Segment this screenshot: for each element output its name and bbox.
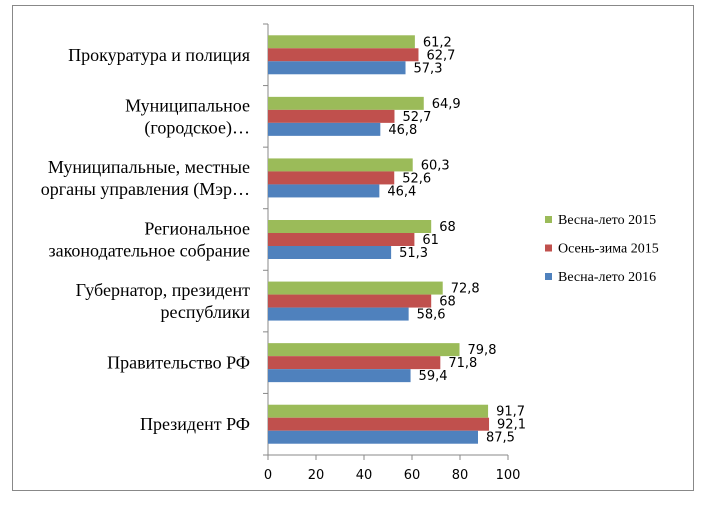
data-label: 68 bbox=[439, 295, 456, 310]
category-label: Муниципальные, местные bbox=[48, 157, 250, 177]
x-tick-label: 40 bbox=[356, 468, 373, 483]
bar bbox=[268, 122, 381, 136]
chart-frame bbox=[12, 5, 694, 491]
x-tick-label: 0 bbox=[264, 468, 272, 483]
bar bbox=[268, 171, 395, 185]
bar bbox=[268, 109, 395, 123]
bar bbox=[268, 417, 490, 431]
data-label: 79,8 bbox=[468, 343, 497, 358]
x-tick-label: 80 bbox=[452, 468, 469, 483]
bar bbox=[268, 184, 380, 198]
data-label: 68 bbox=[439, 220, 456, 235]
data-label: 61,2 bbox=[423, 35, 452, 50]
data-label: 52,7 bbox=[402, 110, 431, 125]
data-label: 92,1 bbox=[497, 418, 526, 433]
legend-label: Весна-лето 2016 bbox=[558, 270, 656, 285]
bar bbox=[268, 246, 392, 259]
bar bbox=[268, 96, 424, 110]
bar bbox=[268, 343, 460, 357]
data-label: 59,4 bbox=[419, 369, 448, 384]
data-label: 64,9 bbox=[432, 97, 461, 112]
data-label: 57,3 bbox=[414, 61, 443, 76]
data-label: 60,3 bbox=[421, 158, 450, 173]
data-label: 52,6 bbox=[402, 171, 431, 186]
category-label: Правительство РФ bbox=[107, 353, 250, 373]
legend-label: Осень-зима 2015 bbox=[558, 242, 659, 257]
x-tick-label: 60 bbox=[404, 468, 421, 483]
category-label: республики bbox=[160, 302, 250, 322]
category-label: (городское)… bbox=[144, 117, 250, 138]
bar bbox=[268, 220, 432, 233]
data-label: 62,7 bbox=[426, 48, 455, 63]
bar bbox=[268, 404, 489, 418]
data-label: 46,8 bbox=[388, 123, 417, 138]
category-label: Прокуратура и полиция bbox=[68, 45, 250, 65]
bar bbox=[268, 35, 415, 49]
category-label: законодательное собрание bbox=[48, 241, 250, 261]
x-tick-label: 20 bbox=[308, 468, 325, 483]
bar bbox=[268, 356, 441, 370]
category-label: Региональное bbox=[144, 219, 250, 239]
data-label: 87,5 bbox=[486, 431, 515, 446]
x-tick-label: 100 bbox=[496, 468, 521, 483]
data-label: 46,4 bbox=[387, 184, 416, 199]
legend-swatch bbox=[545, 273, 552, 280]
category-label: органы управления (Мэр… bbox=[41, 179, 250, 200]
category-label: Губернатор, президент bbox=[76, 280, 251, 300]
bar bbox=[268, 233, 415, 246]
data-label: 91,7 bbox=[496, 405, 525, 420]
category-label: Муниципальное bbox=[125, 95, 250, 115]
legend-label: Весна-лето 2015 bbox=[558, 213, 656, 228]
bar bbox=[268, 61, 406, 75]
data-label: 71,8 bbox=[448, 356, 477, 371]
bar bbox=[268, 430, 478, 444]
legend-swatch bbox=[545, 244, 552, 252]
data-label: 51,3 bbox=[399, 246, 428, 261]
bar bbox=[268, 369, 411, 383]
bar bbox=[268, 48, 419, 62]
bar bbox=[268, 158, 413, 172]
data-label: 61 bbox=[422, 233, 439, 248]
data-label: 72,8 bbox=[451, 282, 480, 297]
bar bbox=[268, 307, 409, 321]
bar bbox=[268, 281, 443, 295]
data-label: 58,6 bbox=[417, 308, 446, 323]
legend-swatch bbox=[545, 216, 552, 223]
bar bbox=[268, 294, 432, 308]
category-label: Президент РФ bbox=[140, 414, 250, 434]
